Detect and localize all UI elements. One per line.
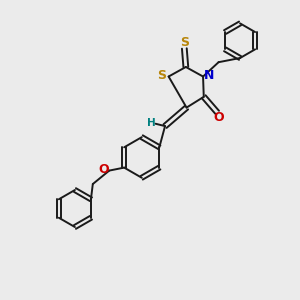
Text: O: O <box>99 164 110 176</box>
Text: N: N <box>204 69 214 82</box>
Text: S: S <box>180 36 189 49</box>
Text: H: H <box>147 118 156 128</box>
Text: S: S <box>158 69 166 82</box>
Text: O: O <box>213 111 224 124</box>
